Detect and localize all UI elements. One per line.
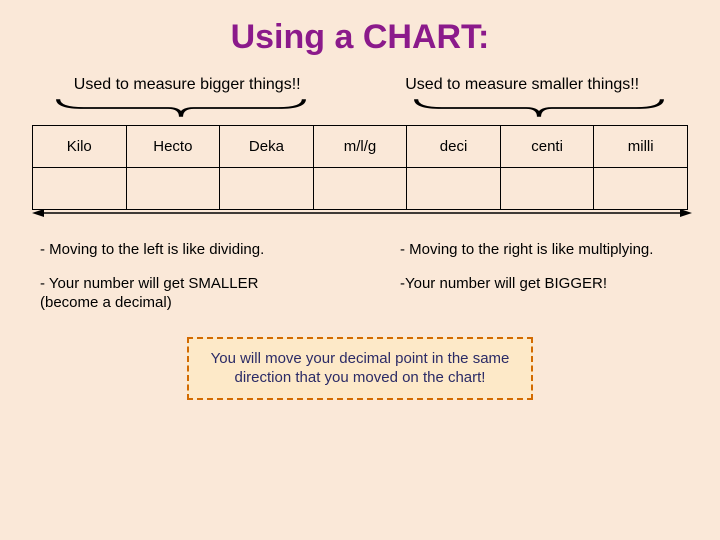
cell-empty <box>220 168 314 210</box>
cell-empty <box>500 168 594 210</box>
col-centi: centi <box>500 126 594 168</box>
cell-empty <box>594 168 688 210</box>
double-arrow-icon <box>32 208 692 218</box>
subhead-bigger: Used to measure bigger things!! <box>40 75 334 95</box>
metric-table-wrap: Kilo Hecto Deka m/l/g deci centi milli <box>32 125 688 210</box>
col-milli: milli <box>594 126 688 168</box>
callout-wrap: You will move your decimal point in the … <box>0 337 720 400</box>
notes-left: - Moving to the left is like dividing. -… <box>40 240 320 327</box>
table-empty-row <box>33 168 688 210</box>
subhead-smaller: Used to measure smaller things!! <box>334 75 680 95</box>
cell-empty <box>126 168 220 210</box>
callout-line1: You will move your decimal point in the … <box>211 350 510 367</box>
note-left-smaller: - Your number will get SMALLER (become a… <box>40 274 320 313</box>
brace-right-icon <box>411 97 667 119</box>
metric-table: Kilo Hecto Deka m/l/g deci centi milli <box>32 125 688 210</box>
subhead-row: Used to measure bigger things!! Used to … <box>0 75 720 95</box>
col-base: m/l/g <box>313 126 407 168</box>
col-kilo: Kilo <box>33 126 127 168</box>
notes-right: - Moving to the right is like multiplyin… <box>400 240 680 327</box>
callout-line2: direction that you moved on the chart! <box>235 369 486 386</box>
table-header-row: Kilo Hecto Deka m/l/g deci centi milli <box>33 126 688 168</box>
note-right-multiplying: - Moving to the right is like multiplyin… <box>400 240 680 260</box>
note-right-bigger: -Your number will get BIGGER! <box>400 274 680 294</box>
notes-row: - Moving to the left is like dividing. -… <box>40 240 680 327</box>
col-hecto: Hecto <box>126 126 220 168</box>
page-title: Using a CHART: <box>0 0 720 57</box>
brace-row <box>40 97 680 121</box>
note-left-dividing: - Moving to the left is like dividing. <box>40 240 320 260</box>
cell-empty <box>33 168 127 210</box>
col-deci: deci <box>407 126 501 168</box>
brace-left-icon <box>53 97 309 119</box>
cell-empty <box>407 168 501 210</box>
callout-box: You will move your decimal point in the … <box>187 337 534 400</box>
cell-empty <box>313 168 407 210</box>
col-deka: Deka <box>220 126 314 168</box>
